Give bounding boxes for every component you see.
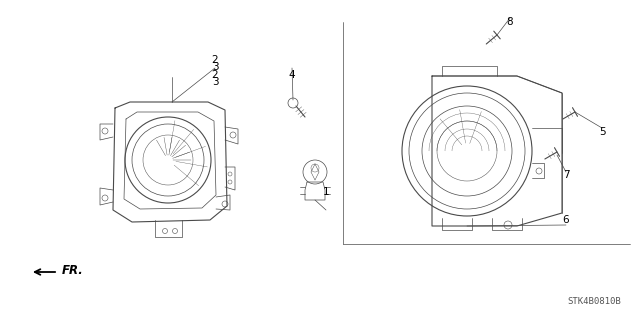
Text: STK4B0810B: STK4B0810B bbox=[567, 298, 621, 307]
Text: 2: 2 bbox=[212, 55, 218, 65]
Text: 8: 8 bbox=[507, 17, 513, 27]
Text: 1: 1 bbox=[323, 187, 330, 197]
Text: 2: 2 bbox=[212, 70, 218, 80]
Text: 3: 3 bbox=[212, 62, 218, 72]
Text: 6: 6 bbox=[563, 215, 570, 225]
Text: 3: 3 bbox=[212, 77, 218, 87]
Text: 4: 4 bbox=[289, 70, 295, 80]
Text: FR.: FR. bbox=[62, 263, 84, 277]
Text: 7: 7 bbox=[563, 170, 570, 180]
Text: 5: 5 bbox=[598, 127, 605, 137]
